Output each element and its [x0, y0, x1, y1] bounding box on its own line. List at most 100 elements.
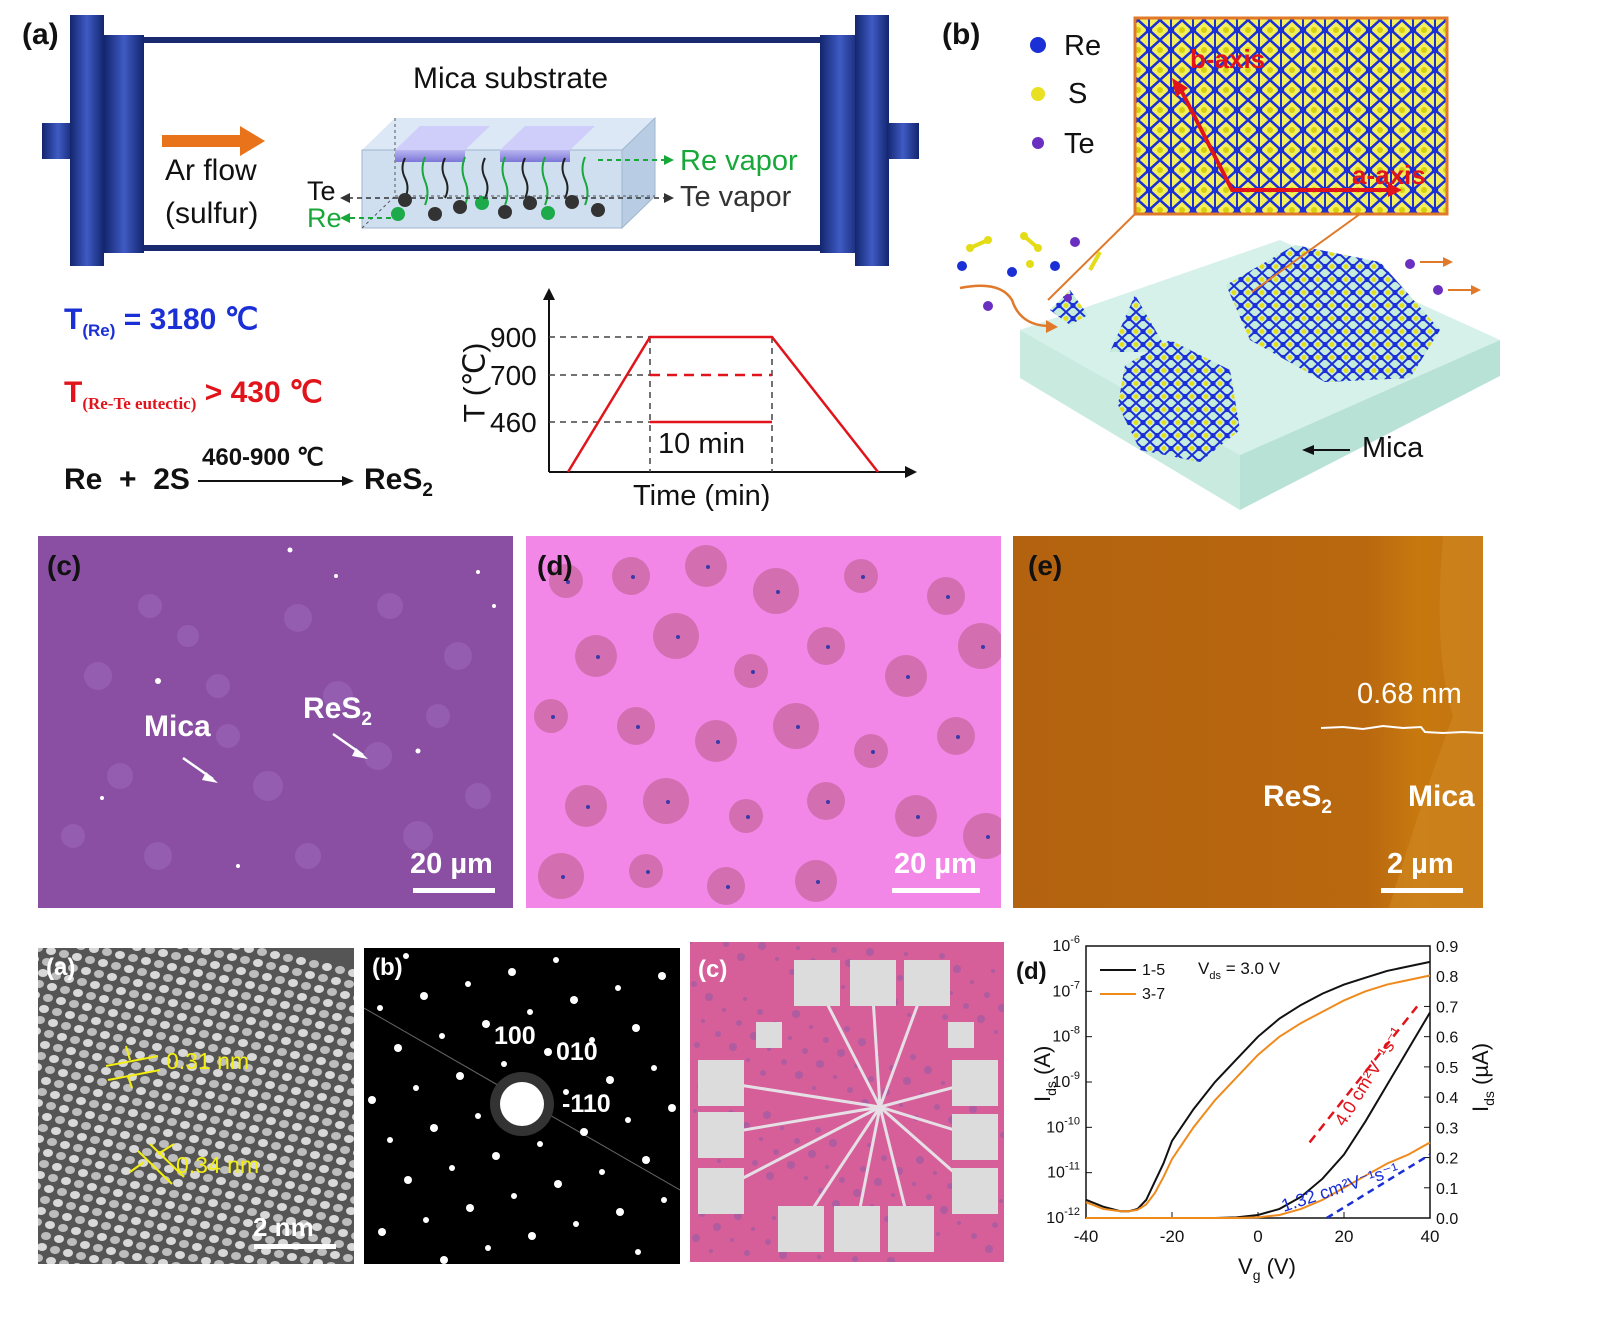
texture-dot: [794, 1138, 800, 1144]
lattice-spot: [345, 1171, 354, 1179]
lattice-spot: [328, 1179, 338, 1187]
lattice-spot: [38, 1124, 48, 1132]
texture-dot: [841, 985, 845, 989]
lattice-spot: [209, 1080, 219, 1088]
lattice-spot: [180, 966, 190, 974]
lattice-spot: [315, 1021, 325, 1029]
lattice-spot: [85, 956, 95, 964]
lattice-spot: [103, 1139, 113, 1147]
lattice-spot: [338, 1229, 348, 1237]
lattice-spot: [300, 1101, 310, 1109]
lattice-spot: [201, 948, 211, 955]
lattice-spot: [267, 1153, 277, 1161]
lattice-spot: [103, 984, 113, 992]
t-re-label: T(Re) = 3180 ℃: [64, 303, 259, 340]
lattice-spot: [165, 1046, 175, 1054]
lattice-spot: [146, 1137, 156, 1145]
lattice-spot: [64, 975, 74, 983]
lattice-spot: [84, 1230, 94, 1238]
lattice-spot: [219, 975, 229, 983]
texture-dot: [765, 1239, 771, 1245]
lattice-spot: [91, 1172, 101, 1180]
texture-dot: [947, 1183, 953, 1189]
lattice-spot: [245, 1136, 255, 1144]
lattice-spot: [180, 1121, 190, 1129]
lattice-spot: [38, 1111, 39, 1117]
lattice-spot: [38, 1052, 46, 1060]
lattice-spot: [336, 1002, 346, 1010]
texture-dot: [691, 981, 697, 987]
contact-pad: [904, 960, 950, 1006]
lattice-spot: [240, 1111, 250, 1119]
lattice-spot: [170, 1226, 180, 1234]
lattice-spot: [273, 1214, 283, 1222]
diffraction-spot: [527, 1009, 533, 1015]
lattice-spot: [218, 1094, 228, 1102]
vds-annotation: Vds = 3.0 V: [1198, 959, 1281, 982]
lattice-spot: [147, 1018, 157, 1026]
lattice-spot: [348, 1124, 354, 1132]
lattice-spot: [110, 1081, 120, 1089]
lattice-spot: [348, 969, 354, 977]
lattice-spot: [124, 1120, 134, 1128]
lattice-spot: [108, 1164, 118, 1172]
lattice-spot: [246, 1017, 256, 1025]
lattice-spot: [73, 989, 83, 997]
texture-dot: [899, 1103, 903, 1107]
lattice-spot: [260, 1056, 270, 1064]
lattice-spot: [206, 972, 216, 980]
panel-bottom-c: (c): [690, 942, 1004, 1262]
lattice-spot: [314, 985, 324, 993]
lattice-spot: [296, 1112, 306, 1120]
lattice-spot: [310, 996, 320, 1004]
flake-domain: [854, 734, 888, 768]
lattice-spot: [335, 1121, 345, 1129]
diffraction-spot: [420, 992, 428, 1000]
lattice-spot: [238, 1194, 248, 1202]
texture-dot: [773, 1149, 779, 1155]
contact-pad: [850, 960, 896, 1006]
x-tick-label: -40: [1074, 1227, 1099, 1246]
texture-dot: [766, 1172, 774, 1180]
lattice-spot: [321, 1082, 331, 1090]
plot-tick-460: 460: [490, 407, 537, 438]
lattice-spot: [298, 1029, 308, 1037]
x-tick-label: 20: [1335, 1227, 1354, 1246]
flake-domain: [695, 720, 737, 762]
lattice-spot: [324, 1035, 334, 1043]
lattice-spot: [193, 969, 203, 977]
lattice-spot: [207, 1008, 217, 1016]
lattice-spot: [85, 1111, 95, 1119]
lattice-spot: [244, 948, 254, 953]
lattice-spot: [252, 1233, 262, 1241]
lattice-spot: [339, 1110, 349, 1118]
texture-dot: [858, 1038, 866, 1046]
lattice-spot: [121, 1012, 131, 1020]
lattice-spot: [145, 948, 155, 954]
lattice-spot: [92, 1053, 102, 1061]
lattice-spot: [104, 1020, 114, 1028]
lattice-spot: [282, 1073, 292, 1081]
lattice-spot: [105, 1056, 115, 1064]
lattice-spot: [296, 957, 306, 965]
lattice-spot: [94, 970, 104, 978]
lattice-spot: [207, 1163, 217, 1171]
lattice-spot: [154, 960, 164, 968]
lattice-spot: [128, 1109, 138, 1117]
lattice-spot: [305, 1126, 315, 1134]
lattice-spot: [328, 1024, 338, 1032]
lattice-spot: [283, 1109, 293, 1117]
texture-dot: [730, 1238, 734, 1242]
lattice-spot: [195, 1196, 205, 1204]
lattice-spot: [318, 1129, 328, 1137]
lattice-spot: [42, 958, 52, 966]
nucleation-dot: [551, 715, 555, 719]
lattice-spot: [266, 962, 276, 970]
lattice-spot: [169, 1035, 179, 1043]
lattice-spot: [153, 1234, 163, 1242]
lattice-spot: [289, 1170, 299, 1178]
lattice-spot: [39, 1005, 49, 1013]
lattice-spot: [156, 1187, 166, 1195]
lattice-spot: [248, 1089, 258, 1097]
lattice-spot: [334, 1085, 344, 1093]
